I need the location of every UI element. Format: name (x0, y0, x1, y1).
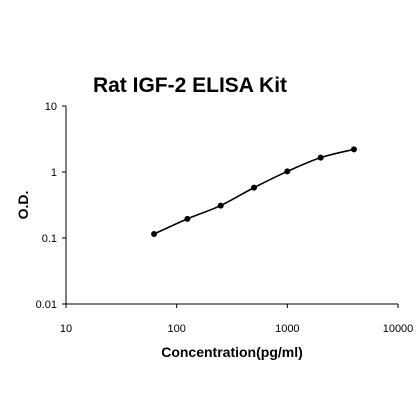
plot-area: 10 100 1000 10000 0.01 0.1 1 10 (36, 101, 414, 335)
fit-curve (153, 148, 355, 235)
x-ticks: 10 100 1000 10000 (60, 304, 413, 335)
data-point-0 (151, 230, 158, 237)
chart-title: Rat IGF-2 ELISA Kit (93, 74, 287, 97)
data-points (151, 146, 357, 237)
x-axis-label: Concentration(pg/ml) (161, 344, 303, 360)
x-tick-label-3: 10000 (383, 323, 414, 335)
y-tick-label-0: 0.01 (36, 299, 57, 311)
data-point-2 (217, 202, 224, 209)
y-tick-label-2: 1 (51, 167, 57, 179)
data-point-3 (251, 184, 258, 191)
data-point-5 (317, 154, 324, 161)
data-point-6 (350, 146, 357, 153)
x-tick-label-0: 10 (60, 323, 72, 335)
x-tick-label-1: 100 (167, 323, 185, 335)
y-ticks: 0.01 0.1 1 10 (36, 101, 66, 311)
y-axis-label: O.D. (15, 191, 31, 220)
data-point-4 (284, 168, 291, 175)
y-tick-label-3: 10 (45, 101, 57, 113)
y-tick-label-1: 0.1 (42, 233, 57, 245)
data-point-1 (184, 215, 191, 222)
x-tick-label-2: 1000 (275, 323, 299, 335)
